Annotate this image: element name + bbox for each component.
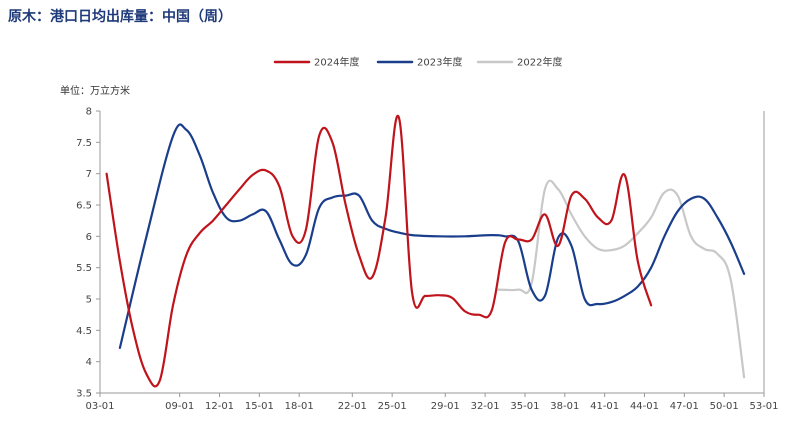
series-lines [105,114,746,388]
x-tick-label: 47-01 [670,401,699,412]
y-tick-label: 7 [86,169,92,180]
y-tick-label: 5 [86,295,92,306]
y-tick-label: 4 [86,357,92,368]
series-line-2022年度 [497,179,746,379]
y-tick-label: 6 [86,232,92,243]
series-line-2024年度 [105,114,653,388]
unit-label: 单位：万立方米 [60,86,130,97]
x-tick-label: 18-01 [285,401,314,412]
x-tick-label: 32-01 [471,401,500,412]
x-tick-label: 03-01 [85,401,114,412]
x-tick-label: 44-01 [630,401,659,412]
x-tick-label: 29-01 [431,401,460,412]
x-tick-label: 41-01 [590,401,619,412]
x-tick-label: 15-01 [245,401,274,412]
x-tick-label: 09-01 [165,401,194,412]
legend: 2024年度 2023年度 2022年度 [273,56,562,69]
y-tick-label: 6.5 [76,201,92,212]
x-tick-label: 53-01 [749,401,778,412]
y-tick-label: 5.5 [76,263,92,274]
x-tick-label: 38-01 [550,401,579,412]
legend-label: 2022年度 [517,56,562,69]
y-tick-label: 3.5 [76,389,92,400]
y-tick-label: 7.5 [76,138,92,149]
x-tick-label: 25-01 [378,401,407,412]
axes: 3.5 4 4.5 5 5.5 6 6.5 7 7.5 8 03-01 09-01 12-01 15-01… [76,107,778,413]
x-tick-label: 22-01 [338,401,367,412]
y-tick-label: 4.5 [76,326,92,337]
y-tick-label: 8 [86,107,92,118]
chart-title: 原木：港口日均出库量：中国（周） [8,9,232,25]
legend-label: 2024年度 [314,56,359,69]
x-tick-label: 12-01 [205,401,234,412]
x-tick-label: 35-01 [510,401,539,412]
x-tick-label: 50-01 [710,401,739,412]
legend-label: 2023年度 [417,56,462,69]
series-line-2023年度 [118,123,746,349]
